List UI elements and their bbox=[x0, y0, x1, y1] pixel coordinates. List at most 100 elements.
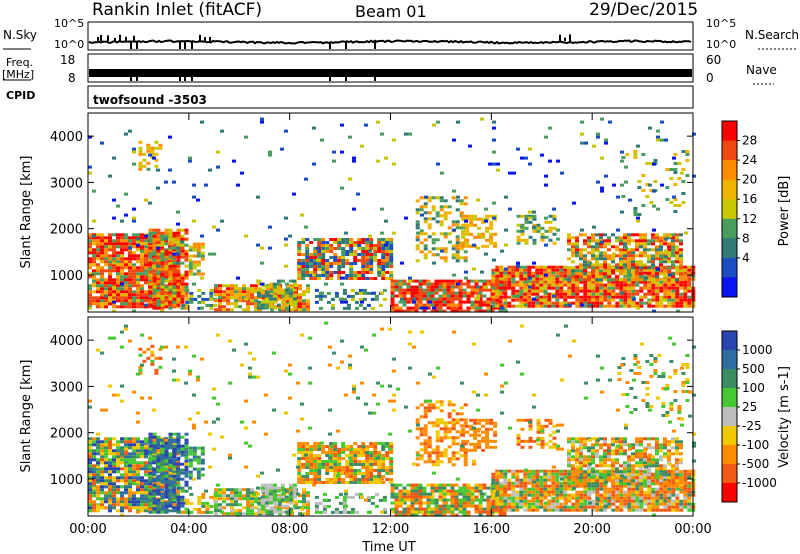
data-cell bbox=[112, 305, 116, 309]
data-cell bbox=[341, 259, 346, 262]
data-cell bbox=[176, 447, 181, 451]
data-cell bbox=[466, 297, 471, 301]
data-cell bbox=[120, 302, 124, 306]
data-cell bbox=[426, 501, 431, 505]
data-cell bbox=[140, 233, 144, 237]
data-cell bbox=[192, 245, 197, 249]
data-cell bbox=[656, 267, 660, 271]
data-cell bbox=[430, 309, 435, 313]
data-cell bbox=[378, 303, 383, 307]
data-cell bbox=[369, 268, 374, 271]
data-cell bbox=[599, 265, 604, 269]
data-cell bbox=[543, 301, 548, 305]
data-cell bbox=[406, 504, 411, 508]
data-cell bbox=[673, 210, 678, 213]
data-cell bbox=[104, 305, 108, 309]
data-cell bbox=[112, 503, 116, 507]
data-cell bbox=[284, 264, 288, 268]
data-cell bbox=[687, 304, 692, 308]
data-cell bbox=[398, 279, 403, 283]
data-cell bbox=[242, 299, 246, 303]
data-cell bbox=[492, 126, 496, 130]
data-cell bbox=[276, 297, 281, 301]
data-cell bbox=[671, 245, 675, 249]
data-cell bbox=[567, 233, 571, 237]
data-cell bbox=[361, 454, 366, 457]
data-cell bbox=[100, 488, 104, 492]
data-cell bbox=[148, 303, 153, 307]
data-cell bbox=[679, 301, 684, 305]
data-cell bbox=[322, 294, 327, 298]
data-cell bbox=[462, 492, 467, 496]
data-cell bbox=[294, 284, 298, 288]
noise-right-label: N.Search bbox=[745, 28, 799, 42]
data-cell bbox=[176, 510, 181, 514]
data-cell bbox=[88, 503, 92, 507]
data-cell bbox=[450, 285, 455, 289]
data-cell bbox=[100, 260, 104, 264]
data-cell bbox=[100, 440, 104, 444]
data-cell bbox=[419, 232, 424, 236]
data-cell bbox=[334, 291, 339, 295]
data-cell bbox=[268, 150, 272, 154]
data-cell bbox=[88, 260, 92, 264]
data-cell bbox=[302, 497, 306, 501]
data-cell bbox=[156, 239, 160, 243]
data-cell bbox=[88, 266, 92, 270]
data-cell bbox=[430, 498, 435, 502]
data-cell bbox=[268, 501, 273, 505]
data-cell bbox=[140, 284, 144, 288]
freq-left-tick-top: 18 bbox=[60, 53, 75, 67]
data-cell bbox=[112, 296, 116, 300]
data-cell bbox=[329, 478, 334, 481]
data-cell bbox=[309, 253, 314, 256]
data-cell bbox=[400, 261, 404, 265]
data-cell bbox=[120, 290, 124, 294]
data-cell bbox=[539, 286, 544, 290]
data-cell bbox=[302, 305, 306, 309]
data-cell bbox=[567, 242, 571, 246]
data-cell bbox=[579, 254, 583, 258]
data-cell bbox=[96, 284, 100, 288]
data-cell bbox=[353, 451, 358, 454]
data-cell bbox=[507, 295, 512, 299]
data-cell bbox=[442, 303, 447, 307]
data-cell bbox=[88, 479, 92, 483]
data-cell bbox=[100, 233, 104, 237]
data-cell bbox=[406, 498, 411, 502]
data-cell bbox=[599, 263, 603, 267]
data-cell bbox=[330, 510, 335, 514]
data-cell bbox=[172, 480, 177, 484]
data-cell bbox=[595, 278, 599, 282]
data-cell bbox=[603, 292, 608, 296]
data-cell bbox=[176, 462, 181, 466]
data-cell bbox=[92, 437, 96, 441]
data-cell bbox=[462, 489, 467, 493]
data-cell bbox=[180, 240, 184, 244]
data-cell bbox=[524, 214, 529, 218]
data-cell bbox=[100, 278, 104, 282]
data-cell bbox=[639, 245, 643, 249]
data-cell bbox=[218, 284, 222, 288]
data-cell bbox=[276, 282, 281, 286]
data-cell bbox=[156, 168, 160, 172]
data-cell bbox=[108, 260, 112, 264]
data-cell bbox=[112, 482, 116, 486]
data-cell bbox=[160, 482, 164, 486]
data-cell bbox=[357, 247, 362, 250]
data-cell bbox=[144, 245, 148, 249]
data-cell bbox=[469, 232, 474, 236]
data-cell bbox=[435, 421, 440, 425]
data-cell bbox=[611, 233, 615, 237]
data-cell bbox=[596, 135, 600, 139]
data-cell bbox=[116, 479, 120, 483]
data-cell bbox=[184, 474, 189, 478]
data-cell bbox=[184, 237, 189, 241]
data-cell bbox=[439, 223, 444, 227]
data-cell bbox=[362, 291, 367, 295]
data-cell bbox=[414, 291, 419, 295]
data-cell bbox=[148, 285, 153, 289]
data-cell bbox=[132, 162, 136, 166]
data-cell bbox=[254, 296, 258, 300]
data-cell bbox=[96, 263, 100, 267]
